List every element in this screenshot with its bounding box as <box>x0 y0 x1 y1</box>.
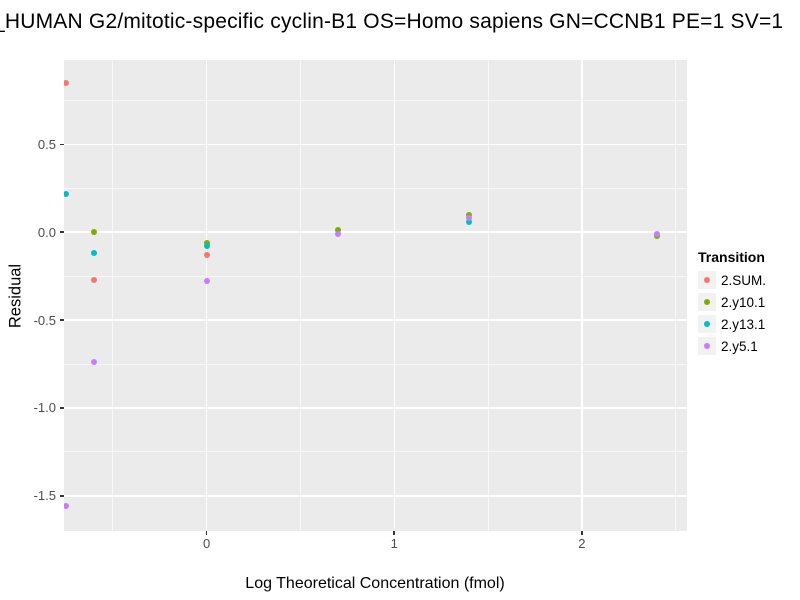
x-tick-label: 1 <box>390 536 398 551</box>
data-point <box>203 239 210 246</box>
data-point <box>466 211 473 218</box>
x-tick-mark <box>205 531 208 535</box>
data-point <box>91 250 98 257</box>
gridline-major-vertical <box>581 60 583 531</box>
x-axis-title: Log Theoretical Concentration (fmol) <box>245 575 505 592</box>
legend-item-label: 2.y5.1 <box>721 338 758 354</box>
gridline-minor-vertical <box>675 60 677 531</box>
gridline-minor-horizontal <box>64 451 687 453</box>
legend-swatch-dot <box>704 343 710 349</box>
gridline-major-horizontal <box>64 231 687 233</box>
y-tick-mark <box>60 143 64 146</box>
legend-swatch-dot <box>704 277 710 283</box>
gridline-minor-horizontal <box>64 363 687 365</box>
y-tick-label: -0.5 <box>33 312 56 328</box>
gridline-major-vertical <box>205 60 208 531</box>
legend-key <box>698 337 716 355</box>
data-point <box>334 230 341 237</box>
gridline-minor-vertical <box>299 60 301 531</box>
gridline-minor-vertical <box>487 60 489 531</box>
data-point <box>466 215 473 222</box>
legend-item: 2.SUM. <box>698 269 766 291</box>
y-tick-label: 0.5 <box>37 136 56 152</box>
data-point <box>203 243 210 250</box>
legend-swatch-dot <box>704 299 710 305</box>
plot-panel <box>64 60 687 531</box>
data-point <box>91 276 98 283</box>
y-tick-label: 0.0 <box>37 224 56 240</box>
y-tick-label: -1.0 <box>33 400 56 416</box>
data-point <box>64 503 69 510</box>
data-point <box>91 229 98 236</box>
x-tick-label: 0 <box>202 536 211 551</box>
x-tick-mark <box>393 531 396 535</box>
y-tick-mark <box>60 231 64 234</box>
x-tick-mark <box>581 531 583 535</box>
chart-title: _HUMAN G2/mitotic-specific cyclin-B1 OS=… <box>0 10 784 33</box>
gridline-minor-horizontal <box>64 275 687 277</box>
data-point <box>64 190 69 197</box>
y-axis-title: Residual <box>6 263 25 329</box>
legend-key <box>698 315 716 333</box>
gridline-major-horizontal <box>64 407 687 409</box>
legend-item: 2.y13.1 <box>698 313 766 335</box>
data-point <box>653 230 660 237</box>
legend-title: Transition <box>698 249 765 265</box>
data-point <box>64 79 69 86</box>
data-point <box>91 359 98 366</box>
gridline-minor-horizontal <box>64 187 687 189</box>
gridline-minor-vertical <box>112 60 114 531</box>
gridline-major-horizontal <box>64 495 687 497</box>
legend-item-label: 2.y13.1 <box>721 316 766 332</box>
y-tick-mark <box>60 495 64 497</box>
gridline-major-vertical <box>393 60 395 531</box>
data-point <box>466 218 473 225</box>
legend-key <box>698 271 716 289</box>
legend-swatch-dot <box>704 321 710 327</box>
legend-item: 2.y10.1 <box>698 291 766 313</box>
legend: Transition 2.SUM. 2.y10.1 2.y13.1 2.y5.1 <box>698 249 766 357</box>
legend-key <box>698 293 716 311</box>
y-tick-label: -1.5 <box>33 488 56 504</box>
legend-item-label: 2.SUM. <box>721 272 767 288</box>
legend-item: 2.y5.1 <box>698 335 766 357</box>
legend-item-label: 2.y10.1 <box>721 294 766 310</box>
data-point <box>203 278 210 285</box>
y-tick-mark <box>60 319 64 321</box>
y-tick-mark <box>60 407 64 409</box>
legend-items: 2.SUM. 2.y10.1 2.y13.1 2.y5.1 <box>698 269 766 357</box>
gridline-minor-horizontal <box>64 99 687 101</box>
gridline-major-horizontal <box>64 143 687 146</box>
gridline-major-horizontal <box>64 319 687 321</box>
data-point <box>203 252 210 259</box>
x-tick-label: 2 <box>578 536 586 551</box>
data-point <box>334 227 341 234</box>
